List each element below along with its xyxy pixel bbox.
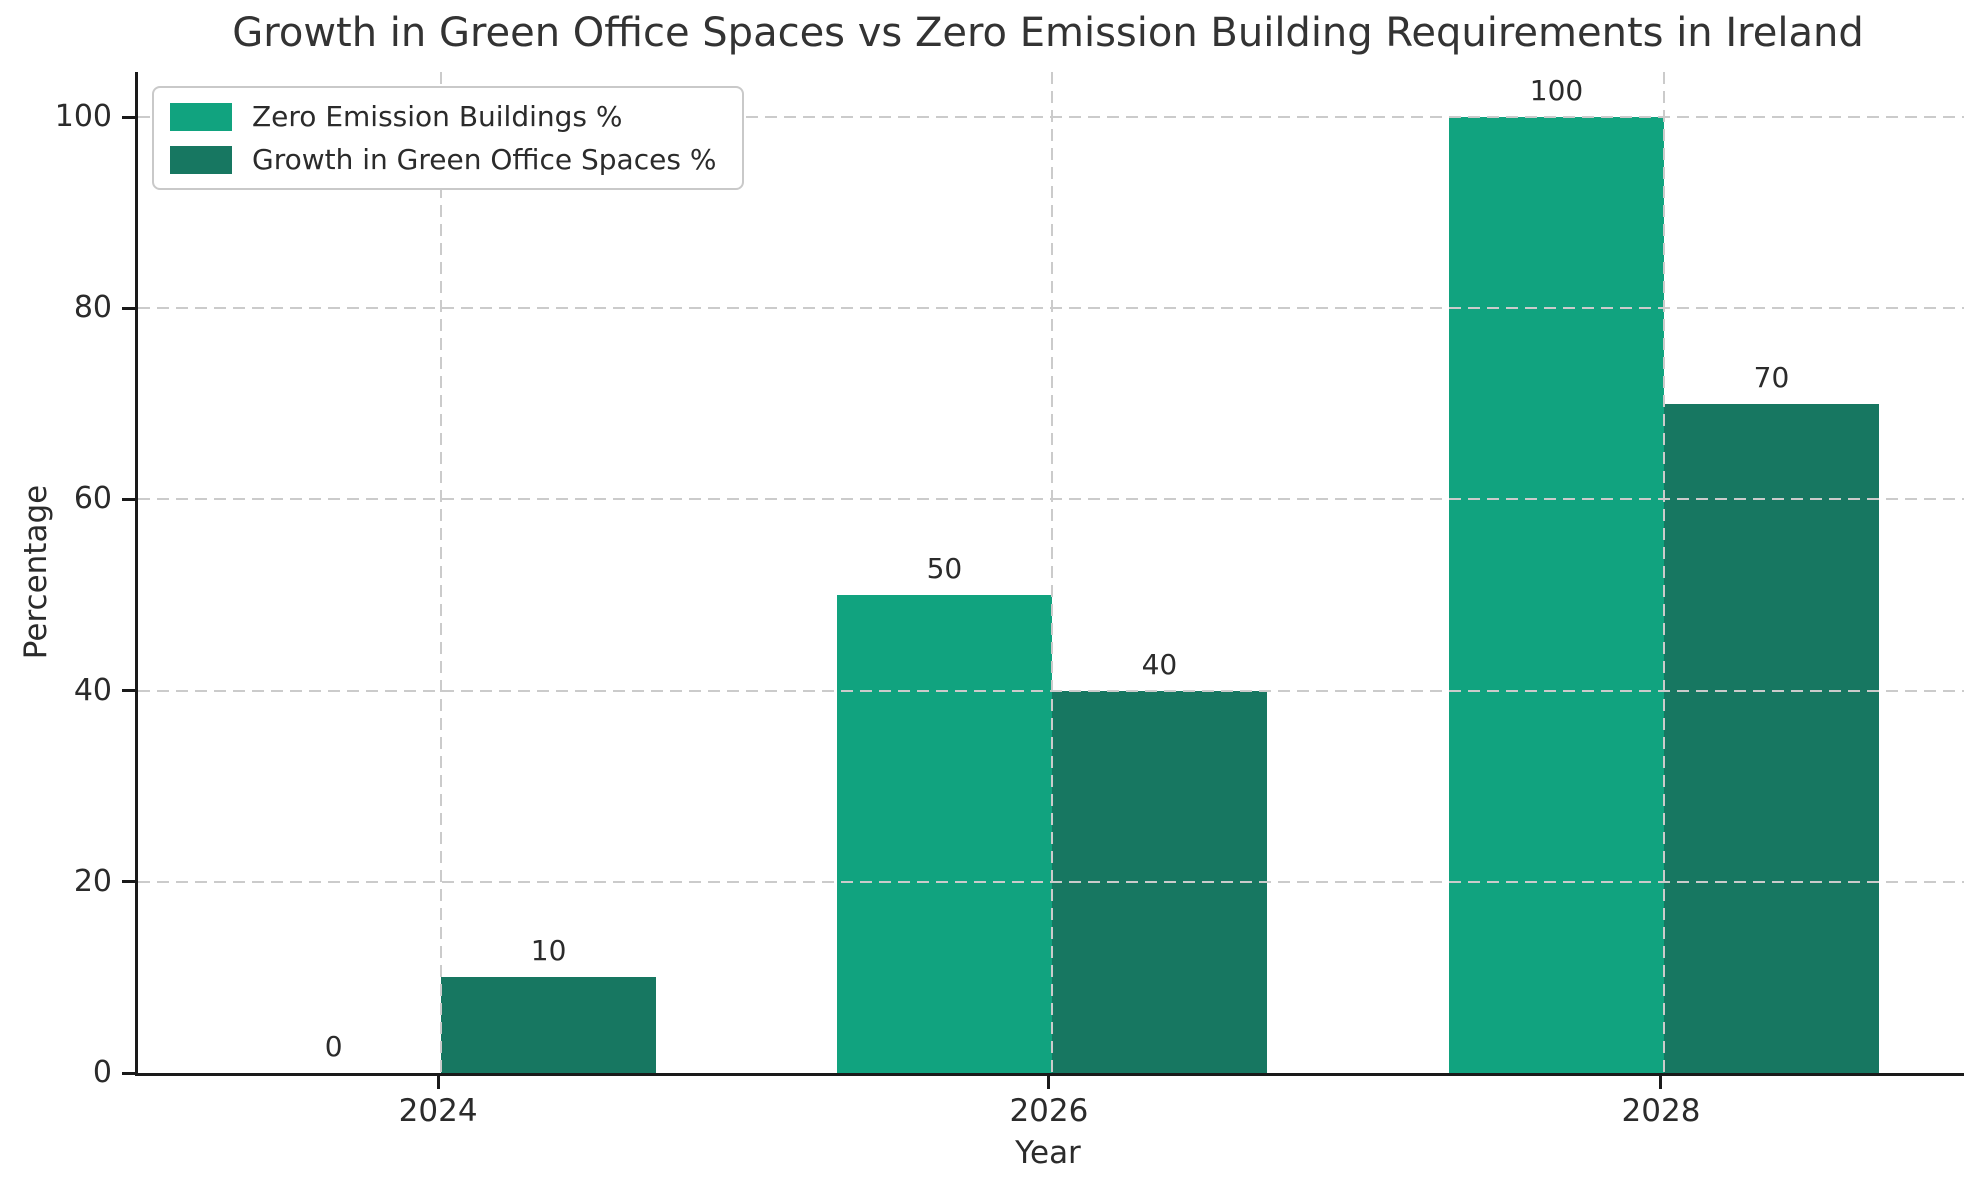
bar-value-label: 40 [1141,647,1178,681]
y-tick-label: 40 [73,672,112,708]
x-tick-mark [1659,1076,1663,1089]
x-tick-label: 2026 [1009,1093,1089,1129]
legend-item: Zero Emission Buildings % [170,100,716,133]
y-tick-mark [122,689,135,693]
legend-label: Growth in Green Office Spaces % [252,143,717,176]
y-tick-label: 0 [92,1055,112,1090]
y-tick-mark [122,1071,135,1075]
chart-title: Growth in Green Office Spaces vs Zero Em… [232,10,1864,56]
x-tick-mark [436,1076,440,1089]
bar-green-office-2028 [1663,403,1879,1073]
gridline-vertical [1662,72,1665,1073]
x-axis-label: Year [1015,1135,1081,1171]
bar-value-label: 100 [1529,74,1584,107]
gridline-vertical [1050,72,1053,1073]
y-tick-mark [122,497,135,501]
bar-value-label: 70 [1753,360,1790,394]
x-tick-label: 2024 [398,1093,478,1129]
bar-green-office-2024 [441,977,657,1073]
y-tick-label: 60 [73,481,112,517]
y-tick-label: 20 [73,863,112,899]
y-tick-label: 100 [54,99,112,134]
bar-value-label: 0 [324,1030,343,1063]
bar-value-label: 10 [530,934,567,968]
legend-item: Growth in Green Office Spaces % [170,143,716,176]
legend-swatch-icon [170,102,232,131]
y-tick-mark [122,115,135,119]
y-tick-mark [122,880,135,884]
legend: Zero Emission Buildings % Growth in Green… [152,86,745,190]
y-tick-mark [122,306,135,310]
bar-value-label: 50 [926,552,963,585]
gridline-vertical [440,72,443,1073]
legend-swatch-icon [170,145,232,174]
bar-zero-emission-2026 [836,595,1052,1073]
y-tick-label: 80 [73,290,112,326]
legend-label: Zero Emission Buildings % [252,100,623,133]
bar-zero-emission-2028 [1448,117,1664,1073]
plot-area: Zero Emission Buildings % Growth in Green… [135,72,1964,1076]
x-tick-label: 2028 [1621,1093,1701,1129]
x-tick-mark [1047,1076,1051,1089]
